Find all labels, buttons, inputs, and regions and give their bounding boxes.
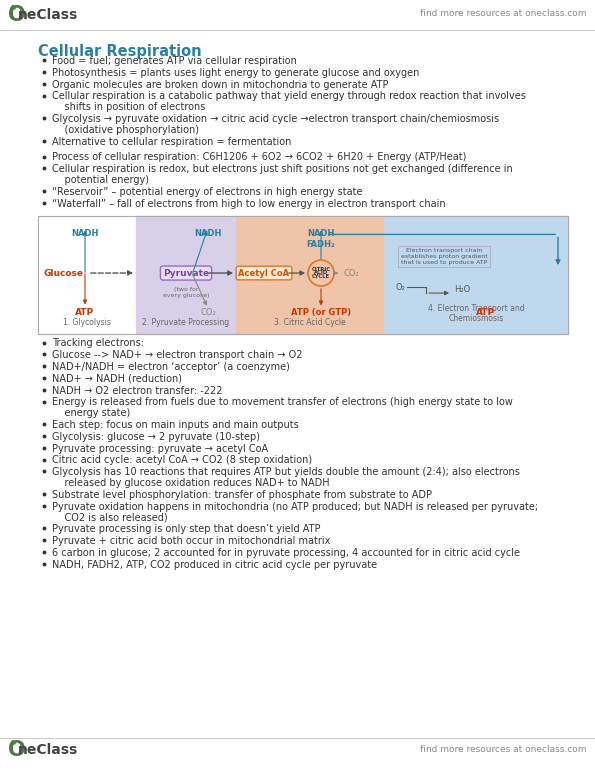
Text: Organic molecules are broken down in mitochondria to generate ATP: Organic molecules are broken down in mit… [52,79,389,89]
Text: CITRIC: CITRIC [311,266,331,272]
Text: “Reservoir” – potential energy of electrons in high energy state: “Reservoir” – potential energy of electr… [52,187,362,197]
Text: NADH → O2 electron transfer: -222: NADH → O2 electron transfer: -222 [52,386,223,396]
Text: released by glucose oxidation reduces NAD+ to NADH: released by glucose oxidation reduces NA… [52,478,330,488]
Text: potential energy): potential energy) [52,175,149,185]
Text: NAD+ → NADH (reduction): NAD+ → NADH (reduction) [52,373,182,383]
Text: Acetyl CoA: Acetyl CoA [239,269,290,277]
Text: Photosynthesis = plants uses light energy to generate glucose and oxygen: Photosynthesis = plants uses light energ… [52,68,419,78]
Text: NADH, FADH2, ATP, CO2 produced in citric acid cycle per pyruvate: NADH, FADH2, ATP, CO2 produced in citric… [52,560,377,570]
Text: Cellular respiration is a catabolic pathway that yield energy through redox reac: Cellular respiration is a catabolic path… [52,92,526,102]
Text: NADH: NADH [71,229,99,239]
Text: find more resources at oneclass.com: find more resources at oneclass.com [421,745,587,755]
Text: Glucose: Glucose [43,269,83,277]
Bar [136,216,236,334]
Text: O: O [8,740,26,760]
Text: Glycolysis: glucose → 2 pyruvate (10-step): Glycolysis: glucose → 2 pyruvate (10-ste… [52,432,260,442]
Text: H₂O: H₂O [454,285,470,293]
Text: Substrate level phosphorylation: transfer of phosphate from substrate to ADP: Substrate level phosphorylation: transfe… [52,490,432,500]
Text: Tracking electrons:: Tracking electrons: [52,338,144,348]
Text: find more resources at oneclass.com: find more resources at oneclass.com [421,9,587,18]
Text: Pyruvate processing: pyruvate → acetyl CoA: Pyruvate processing: pyruvate → acetyl C… [52,444,268,454]
Text: 1. Glycolysis: 1. Glycolysis [63,319,111,327]
Text: 4. Electron Transport and
Chemiosmosis: 4. Electron Transport and Chemiosmosis [428,304,524,323]
Text: CO₂: CO₂ [200,308,216,317]
Text: (oxidative phosphorylation): (oxidative phosphorylation) [52,125,199,135]
Text: 3. Citric Acid Cycle: 3. Citric Acid Cycle [274,319,346,327]
Text: NADH: NADH [195,229,222,239]
Text: Pyruvate: Pyruvate [163,269,209,277]
Text: Pyruvate oxidation happens in mitochondria (no ATP produced; but NADH is release: Pyruvate oxidation happens in mitochondr… [52,501,538,511]
Text: NAD+/NADH = electron ‘acceptor’ (a coenzyme): NAD+/NADH = electron ‘acceptor’ (a coenz… [52,362,290,372]
Text: Electron transport chain
establishes proton gradient
that is used to produce ATP: Electron transport chain establishes pro… [400,248,487,265]
Text: ACID: ACID [314,270,328,275]
Text: Alternative to cellular respiration = fermentation: Alternative to cellular respiration = fe… [52,136,292,146]
Text: Cellular Respiration: Cellular Respiration [38,44,202,59]
Text: Pyruvate + citric acid both occur in mitochondrial matrix: Pyruvate + citric acid both occur in mit… [52,536,330,546]
Text: ATP: ATP [76,308,95,317]
Circle shape [308,260,334,286]
Text: Food = fuel; generates ATP via cellular respiration: Food = fuel; generates ATP via cellular … [52,56,297,66]
Text: ATP: ATP [477,308,496,317]
Text: neClass: neClass [17,8,78,22]
Text: (two for
every glucose): (two for every glucose) [163,287,209,298]
Text: Glycolysis → pyruvate oxidation → citric acid cycle →electron transport chain/ch: Glycolysis → pyruvate oxidation → citric… [52,114,499,124]
Text: CYCLE: CYCLE [312,274,330,279]
Bar [38,216,568,334]
Polygon shape [10,741,15,744]
Text: O: O [8,5,26,25]
Text: Process of cellular respiration: C6H1206 + 6O2 → 6CO2 + 6H20 + Energy (ATP/Heat): Process of cellular respiration: C6H1206… [52,152,466,162]
Text: O₂: O₂ [396,283,406,292]
Text: Citric acid cycle: acetyl CoA → CO2 (8 step oxidation): Citric acid cycle: acetyl CoA → CO2 (8 s… [52,455,312,465]
Text: Cellular respiration is redox, but electrons just shift positions not get exchan: Cellular respiration is redox, but elect… [52,164,513,174]
Text: Pyruvate processing is only step that doesn’t yield ATP: Pyruvate processing is only step that do… [52,524,321,534]
Text: CO2 is also released): CO2 is also released) [52,512,168,522]
Text: ATP (or GTP): ATP (or GTP) [291,308,351,317]
Text: “Waterfall” – fall of electrons from high to low energy in electron transport ch: “Waterfall” – fall of electrons from hig… [52,199,446,209]
Text: neClass: neClass [17,743,78,757]
Text: 6 carbon in glucose; 2 accounted for in pyruvate processing, 4 accounted for in : 6 carbon in glucose; 2 accounted for in … [52,547,520,557]
Text: CO₂: CO₂ [343,269,359,277]
Text: energy state): energy state) [52,408,130,418]
Text: shifts in position of electrons: shifts in position of electrons [52,102,205,112]
Text: NADH
FADH₂: NADH FADH₂ [306,229,336,249]
Text: Each step: focus on main inputs and main outputs: Each step: focus on main inputs and main… [52,420,299,430]
Text: Energy is released from fuels due to movement transfer of electrons (high energy: Energy is released from fuels due to mov… [52,397,513,407]
Bar [384,216,568,334]
Bar [236,216,384,334]
Text: Glucose --> NAD+ → electron transport chain → O2: Glucose --> NAD+ → electron transport ch… [52,350,302,360]
Polygon shape [10,5,15,8]
Text: Glycolysis has 10 reactions that requires ATP but yields double the amount (2:4): Glycolysis has 10 reactions that require… [52,467,520,477]
Text: 2. Pyruvate Processing: 2. Pyruvate Processing [142,319,230,327]
